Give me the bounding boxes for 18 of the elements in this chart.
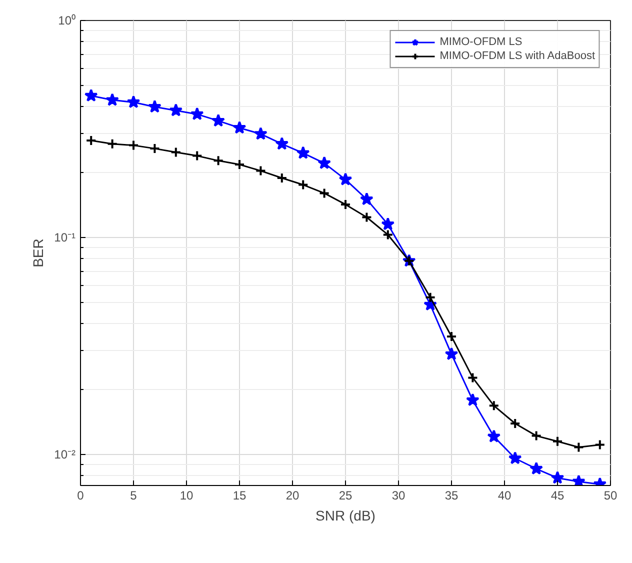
- x-tick-label: 30: [392, 488, 406, 502]
- y-tick-label: 10⁻²: [54, 448, 76, 462]
- x-tick-label: 20: [286, 488, 300, 502]
- y-axis-title: BER: [30, 238, 46, 268]
- x-tick-label: 15: [232, 488, 246, 502]
- x-tick-label: 50: [604, 488, 618, 502]
- y-tick-label: 10⁰: [58, 14, 76, 28]
- x-tick-label: 5: [130, 488, 138, 502]
- x-tick-label: 10: [180, 488, 194, 502]
- legend-label: MIMO-OFDM LS: [440, 35, 522, 49]
- legend-label: MIMO-OFDM LS with AdaBoost: [440, 49, 595, 63]
- x-tick-label: 25: [338, 488, 352, 502]
- y-tick-label: 10⁻¹: [54, 230, 76, 245]
- x-axis-title: SNR (dB): [316, 508, 376, 524]
- x-tick-label: 35: [444, 488, 458, 502]
- x-tick-label: 45: [550, 488, 564, 502]
- x-tick-label: 0: [77, 488, 84, 502]
- x-tick-label: 40: [498, 488, 512, 502]
